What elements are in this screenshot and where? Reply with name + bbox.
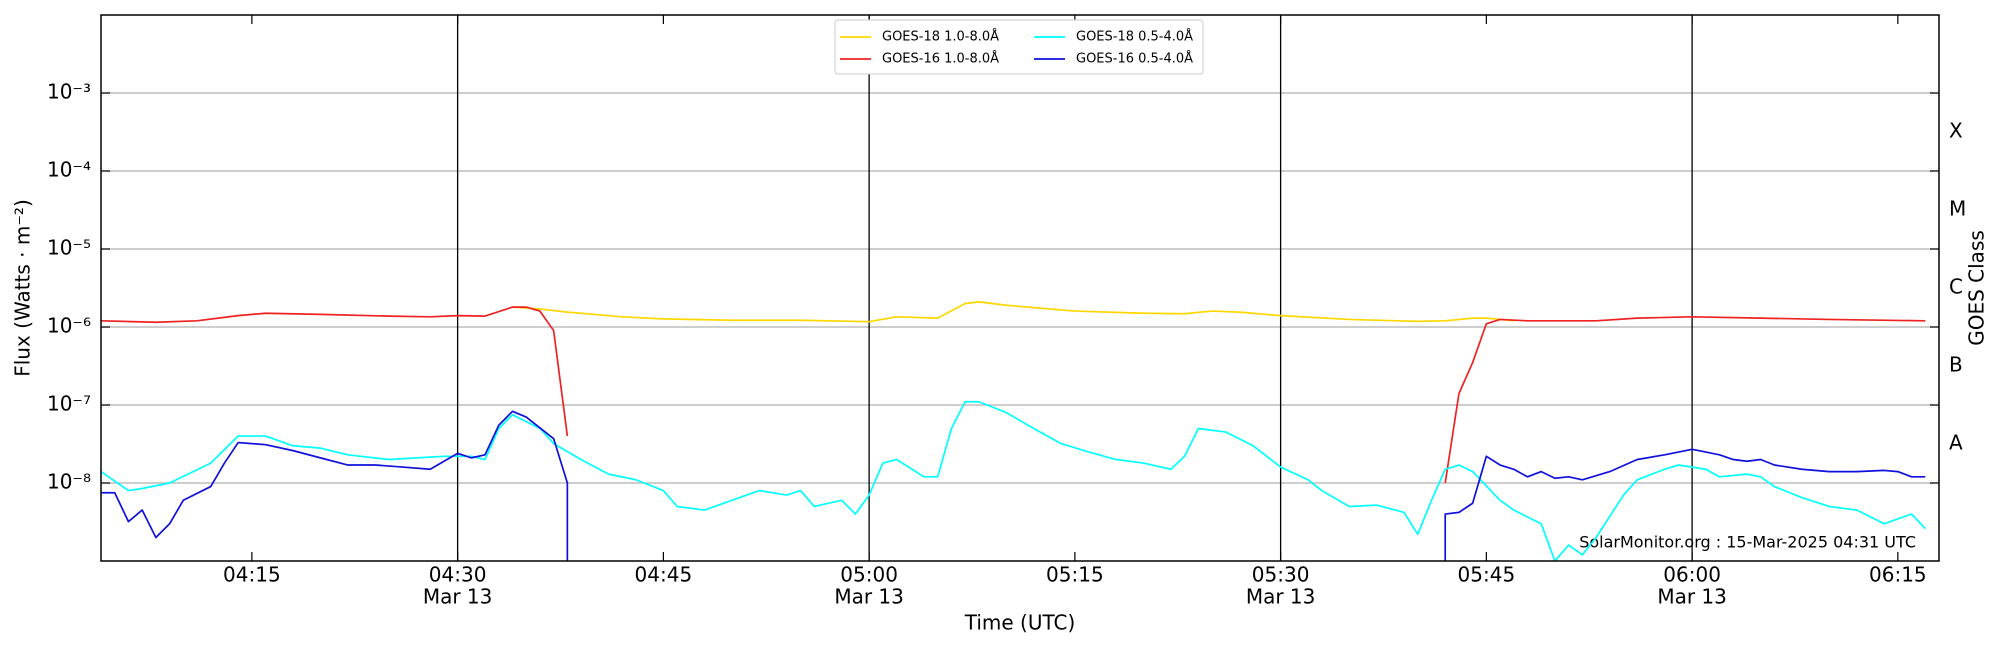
x-tick-label: 05:00 <box>840 563 898 587</box>
y-tick-label: 10⁻³ <box>47 80 91 104</box>
y-tick-label: 10⁻⁶ <box>47 314 91 338</box>
x-tick-date: Mar 13 <box>1657 585 1727 609</box>
x-tick-label: 06:00 <box>1663 563 1721 587</box>
series-line <box>101 306 1926 484</box>
series-line <box>101 400 1926 561</box>
x-tick-date: Mar 13 <box>834 585 904 609</box>
x-tick-label: 04:15 <box>223 563 281 587</box>
y-axis-title: Flux (Watts · m⁻²) <box>11 199 35 377</box>
class-label: A <box>1949 431 1963 455</box>
class-label: M <box>1949 197 1966 221</box>
class-label: B <box>1949 353 1963 377</box>
y-tick-label: 10⁻⁸ <box>47 470 91 494</box>
legend-box <box>834 19 1204 75</box>
x-tick-date: Mar 13 <box>423 585 493 609</box>
x-tick-label: 04:30 <box>429 563 487 587</box>
y2-axis-title: GOES Class <box>1965 230 1989 346</box>
plot-area <box>101 301 1926 561</box>
x-tick-date: Mar 13 <box>1246 585 1316 609</box>
class-label: C <box>1949 275 1963 299</box>
legend-label: GOES-18 1.0-8.0Å <box>882 29 999 45</box>
annotation: SolarMonitor.org : 15-Mar-2025 04:31 UTC <box>1579 533 1916 552</box>
x-tick-label: 05:30 <box>1252 563 1310 587</box>
legend-label: GOES-16 0.5-4.0Å <box>1076 51 1193 67</box>
class-label: X <box>1949 119 1963 143</box>
series-line <box>101 410 1926 561</box>
x-axis-title: Time (UTC) <box>964 611 1076 635</box>
y-tick-label: 10⁻⁴ <box>47 158 91 182</box>
legend-label: GOES-16 1.0-8.0Å <box>882 51 999 67</box>
x-tick-label: 05:15 <box>1046 563 1104 587</box>
x-tick-label: 05:45 <box>1458 563 1516 587</box>
series-line <box>512 301 1514 323</box>
x-tick-label: 06:15 <box>1869 563 1927 587</box>
plot-frame <box>100 14 1940 562</box>
y-tick-label: 10⁻⁷ <box>47 392 91 416</box>
legend-label: GOES-18 0.5-4.0Å <box>1076 29 1193 45</box>
y-tick-label: 10⁻⁵ <box>47 236 91 260</box>
x-tick-label: 04:45 <box>635 563 693 587</box>
